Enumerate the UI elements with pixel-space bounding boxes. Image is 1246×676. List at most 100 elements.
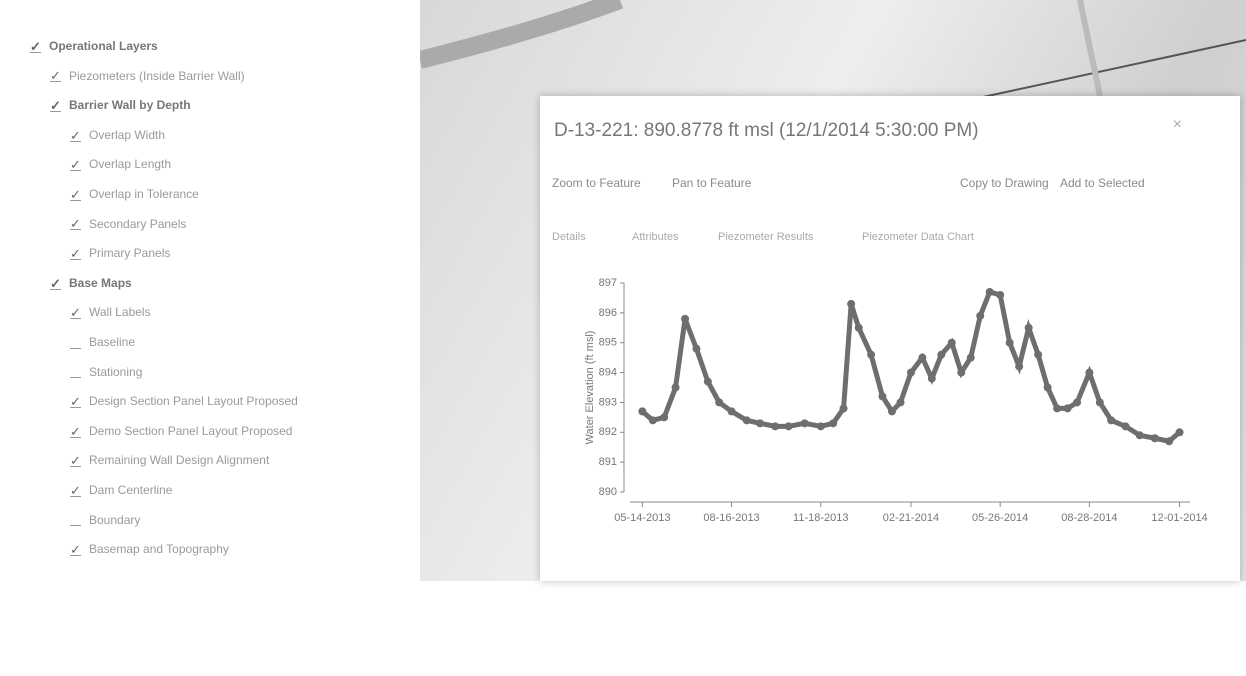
data-point: [976, 312, 984, 320]
data-point: [1151, 434, 1159, 442]
checkbox[interactable]: ✓: [70, 159, 81, 171]
y-tick-label: 892: [599, 426, 617, 438]
layer-row: ✓ Operational Layers: [30, 36, 158, 56]
data-point: [660, 413, 668, 421]
data-point: [840, 404, 848, 412]
tab[interactable]: Piezometer Results: [718, 231, 813, 243]
checkbox[interactable]: ✓: [70, 130, 81, 142]
layer-label[interactable]: Boundary: [89, 513, 140, 527]
data-point: [1053, 404, 1061, 412]
checkbox[interactable]: ✓: [70, 426, 81, 438]
data-point: [928, 375, 936, 383]
data-point: [855, 324, 863, 332]
x-tick-label: 02-21-2014: [883, 512, 939, 524]
checkbox[interactable]: ✓: [30, 41, 41, 53]
data-point: [948, 339, 956, 347]
y-tick-label: 896: [599, 307, 617, 319]
data-point: [1034, 351, 1042, 359]
checkbox[interactable]: ✓: [50, 278, 61, 290]
layer-label[interactable]: Base Maps: [69, 276, 132, 290]
checkbox[interactable]: ✓: [70, 544, 81, 556]
data-point: [728, 407, 736, 415]
data-point: [888, 407, 896, 415]
layer-label[interactable]: Wall Labels: [89, 305, 151, 319]
layer-label[interactable]: Primary Panels: [89, 246, 170, 260]
layer-row: ✓ Overlap Length: [70, 154, 171, 174]
layer-row: Boundary: [70, 510, 140, 530]
checkbox[interactable]: ✓: [50, 70, 61, 82]
data-point: [1085, 369, 1093, 377]
checkbox[interactable]: ✓: [70, 218, 81, 230]
checkbox[interactable]: ✓: [70, 307, 81, 319]
layer-label[interactable]: Dam Centerline: [89, 483, 172, 497]
data-point: [1121, 422, 1129, 430]
layer-label[interactable]: Remaining Wall Design Alignment: [89, 453, 269, 467]
checkbox[interactable]: ✓: [70, 455, 81, 467]
close-button[interactable]: ×: [1173, 116, 1182, 134]
checkbox[interactable]: ✓: [70, 189, 81, 201]
action-link[interactable]: Zoom to Feature: [552, 176, 641, 190]
layer-row: ✓ Demo Section Panel Layout Proposed: [70, 421, 292, 441]
data-point: [1006, 339, 1014, 347]
layer-label[interactable]: Secondary Panels: [89, 217, 186, 231]
data-point: [704, 378, 712, 386]
y-tick-label: 891: [599, 456, 617, 468]
action-link[interactable]: Pan to Feature: [672, 176, 751, 190]
data-point: [756, 419, 764, 427]
checkbox[interactable]: ✓: [70, 248, 81, 260]
layer-label[interactable]: Overlap in Tolerance: [89, 187, 199, 201]
data-point: [847, 300, 855, 308]
data-point: [907, 369, 915, 377]
data-point: [1107, 416, 1115, 424]
checkbox[interactable]: ✓: [70, 396, 81, 408]
tab[interactable]: Details: [552, 231, 586, 243]
tab[interactable]: Attributes: [632, 231, 678, 243]
layer-label[interactable]: Baseline: [89, 335, 135, 349]
layer-row: ✓ Barrier Wall by Depth: [50, 95, 191, 115]
data-point: [692, 345, 700, 353]
checkbox[interactable]: [70, 337, 81, 349]
layer-row: ✓ Wall Labels: [70, 302, 151, 322]
checkbox[interactable]: ✓: [70, 485, 81, 497]
popup: D-13-221: 890.8778 ft msl (12/1/2014 5:3…: [540, 96, 1240, 581]
data-point: [672, 384, 680, 392]
layer-label[interactable]: Stationing: [89, 365, 142, 379]
layer-label[interactable]: Overlap Width: [89, 128, 165, 142]
road: [1080, 0, 1100, 96]
data-point: [1025, 324, 1033, 332]
action-link[interactable]: Copy to Drawing: [960, 176, 1049, 190]
data-point: [681, 315, 689, 323]
x-tick-label: 05-26-2014: [972, 512, 1028, 524]
data-point: [1136, 431, 1144, 439]
layer-label[interactable]: Overlap Length: [89, 157, 171, 171]
tab[interactable]: Piezometer Data Chart: [862, 231, 974, 243]
layer-list: ✓ Operational Layers ✓ Piezometers (Inside …: [0, 0, 420, 581]
x-tick-label: 12-01-2014: [1151, 512, 1207, 524]
layer-label[interactable]: Basemap and Topography: [89, 542, 229, 556]
layer-label[interactable]: Design Section Panel Layout Proposed: [89, 394, 298, 408]
layer-label[interactable]: Barrier Wall by Depth: [69, 98, 191, 112]
layer-row: Baseline: [70, 332, 135, 352]
layer-label[interactable]: Demo Section Panel Layout Proposed: [89, 424, 292, 438]
action-link[interactable]: Add to Selected: [1060, 176, 1145, 190]
y-tick-label: 893: [599, 396, 617, 408]
page: ✓ Operational Layers ✓ Piezometers (Inside …: [0, 0, 1246, 581]
data-point: [937, 351, 945, 359]
checkbox[interactable]: ✓: [50, 100, 61, 112]
layer-row: ✓ Basemap and Topography: [70, 539, 229, 559]
y-tick-label: 890: [599, 486, 617, 498]
layer-row: ✓ Piezometers (Inside Barrier Wall): [50, 66, 245, 86]
checkbox[interactable]: [70, 514, 81, 526]
layer-row: Stationing: [70, 362, 142, 382]
layer-label[interactable]: Operational Layers: [49, 39, 158, 53]
data-point: [918, 354, 926, 362]
checkbox[interactable]: [70, 366, 81, 378]
x-tick-label: 08-16-2013: [703, 512, 759, 524]
data-point: [1064, 404, 1072, 412]
data-point: [1044, 384, 1052, 392]
data-point: [715, 398, 723, 406]
popup-title: D-13-221: 890.8778 ft msl (12/1/2014 5:3…: [554, 120, 979, 142]
layer-label[interactable]: Piezometers (Inside Barrier Wall): [69, 69, 245, 83]
data-point: [957, 369, 965, 377]
